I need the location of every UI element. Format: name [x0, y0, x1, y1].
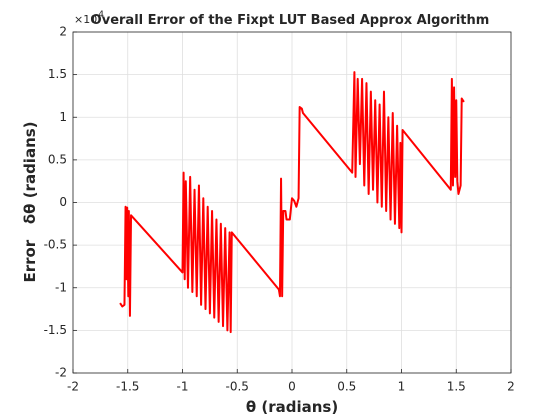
- y-multiplier-base: ×10: [74, 13, 97, 26]
- x-tick-label: -2: [67, 380, 79, 394]
- y-tick-label: -1.5: [44, 323, 67, 337]
- chart-title: Overall Error of the Fixpt LUT Based App…: [91, 13, 490, 28]
- y-tick-label: -0.5: [44, 238, 67, 252]
- x-tick-label: 2: [507, 380, 515, 394]
- y-tick-label: 0: [59, 195, 67, 209]
- y-tick-label: 1: [59, 110, 67, 124]
- x-tick-label: 0.5: [337, 380, 356, 394]
- data-line: [119, 71, 465, 334]
- y-axis-label: Error δθ (radians): [21, 121, 39, 282]
- x-tick-label: 1.5: [447, 380, 466, 394]
- x-tick-label: -1.5: [116, 380, 139, 394]
- x-tick-label: -0.5: [226, 380, 249, 394]
- x-tick-label: -1: [177, 380, 189, 394]
- y-tick-label: -1: [55, 280, 67, 294]
- x-axis-label: θ (radians): [246, 398, 338, 416]
- y-tick-label: -2: [55, 366, 67, 380]
- y-tick-label: 1.5: [48, 67, 67, 81]
- y-tick-label: 2: [59, 25, 67, 39]
- x-tick-label: 1: [398, 380, 406, 394]
- y-tick-label: 0.5: [48, 152, 67, 166]
- y-multiplier-exponent: -4: [95, 10, 104, 20]
- x-tick-label: 0: [288, 380, 296, 394]
